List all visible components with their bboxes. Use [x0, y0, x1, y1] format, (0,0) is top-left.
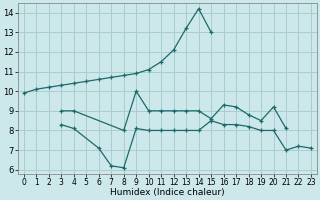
X-axis label: Humidex (Indice chaleur): Humidex (Indice chaleur): [110, 188, 225, 197]
